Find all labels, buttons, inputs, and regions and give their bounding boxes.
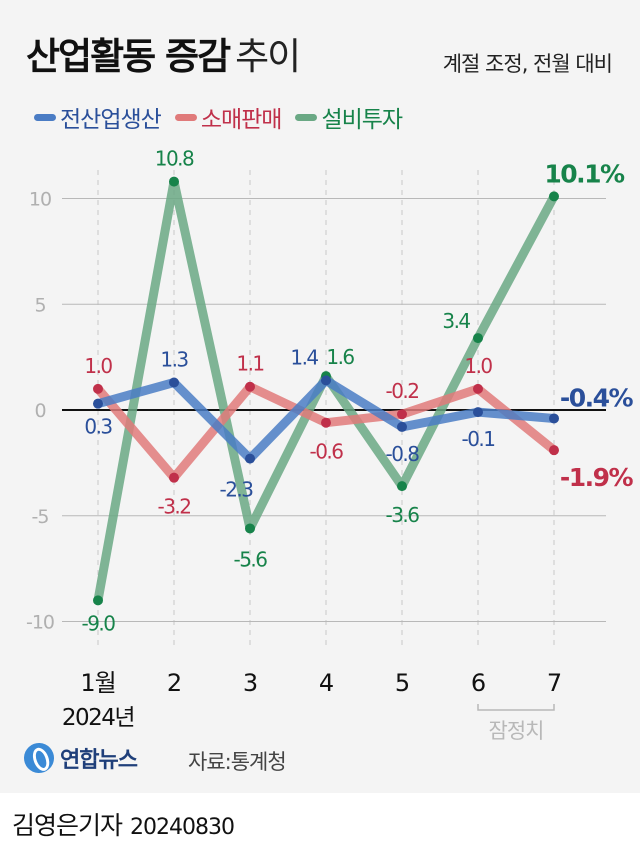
data-point	[169, 472, 179, 483]
data-label: -0.4%	[560, 383, 634, 412]
data-point	[321, 417, 331, 428]
reporter-name: 김영은기자	[12, 811, 123, 840]
y-tick-label: 0	[34, 400, 45, 422]
data-point	[245, 453, 255, 464]
legend-item-production: 전산업생산	[34, 100, 162, 134]
x-tick-label: 2	[167, 669, 181, 697]
data-label: -0.6	[309, 440, 343, 464]
title-light: 추이	[235, 35, 301, 78]
yonhap-logo: 연합뉴스	[19, 738, 138, 778]
byline: 김영은기자 20240830	[12, 806, 235, 842]
data-label: -5.6	[233, 547, 267, 571]
y-tick-label: 10	[29, 189, 51, 211]
legend-label: 설비투자	[321, 107, 403, 133]
data-point	[397, 421, 407, 432]
legend-item-investment: 설비투자	[295, 100, 403, 134]
data-point	[245, 381, 255, 392]
y-tick-label: -10	[26, 612, 54, 634]
year-label: 2024년	[62, 705, 134, 731]
legend-swatch-investment	[295, 113, 318, 121]
provisional-label: 잠정치	[489, 719, 544, 743]
data-label: 10.8	[155, 147, 194, 171]
x-tick-label: 4	[319, 669, 333, 697]
data-label: -0.8	[385, 442, 419, 466]
provisional-bracket	[477, 704, 555, 711]
legend: 전산업생산 소매판매 설비투자	[34, 100, 403, 134]
data-point	[245, 523, 255, 534]
x-tick-label: 6	[471, 669, 485, 697]
legend-label: 소매판매	[200, 107, 283, 133]
x-tick-label: 7	[547, 669, 561, 697]
data-label: 1.0	[464, 354, 492, 378]
data-label: 0.3	[84, 415, 112, 439]
data-label: 3.4	[442, 309, 470, 333]
x-tick-label: 1월	[80, 669, 115, 697]
data-point	[397, 481, 407, 492]
data-point	[321, 375, 331, 386]
data-label: 1.6	[326, 345, 354, 369]
source-text: 자료:통계청	[188, 750, 287, 774]
data-point	[549, 445, 559, 456]
data-label: 1.4	[290, 345, 318, 369]
legend-swatch-retail	[174, 113, 197, 121]
data-point	[93, 398, 103, 409]
data-point	[473, 333, 483, 344]
y-tick-label: -5	[32, 506, 49, 528]
legend-label: 전산업생산	[60, 107, 162, 133]
chart-subtitle: 계절 조정, 전월 대비	[442, 52, 613, 76]
data-point	[397, 409, 407, 420]
data-label: -0.2	[385, 379, 418, 403]
y-tick-label: 5	[34, 294, 45, 316]
data-point	[473, 383, 483, 394]
data-point	[549, 191, 559, 202]
line-chart: -10 -5 0 5 10 0.3 1.3 -2.3 1.4 -0.8 -0.1 -0.4% 1.0 -3…	[26, 147, 635, 743]
data-point	[93, 595, 103, 606]
data-label: -3.6	[385, 503, 419, 527]
title-bold: 산업활동 증감	[26, 35, 231, 78]
data-label: 10.1%	[544, 159, 625, 188]
data-label: 1.1	[236, 352, 263, 376]
logo-text: 연합뉴스	[60, 748, 138, 773]
legend-swatch-production	[34, 113, 56, 121]
data-label: -3.2	[157, 495, 190, 519]
data-point	[169, 176, 179, 187]
data-label: 1.0	[84, 354, 112, 378]
data-label: -9.0	[81, 611, 115, 635]
data-point	[169, 377, 179, 388]
data-point	[93, 383, 103, 394]
logo-icon	[19, 738, 59, 778]
legend-item-retail: 소매판매	[174, 100, 283, 134]
data-label: -0.1	[461, 427, 494, 451]
x-tick-label: 3	[243, 669, 257, 697]
data-label: 1.3	[160, 348, 188, 372]
data-label: -1.9%	[560, 463, 634, 492]
data-label: -2.3	[219, 478, 253, 502]
publish-date: 20240830	[130, 815, 235, 840]
data-point	[473, 407, 483, 418]
chart-title: 산업활동 증감 추이	[26, 26, 301, 80]
x-tick-label: 5	[395, 669, 409, 697]
data-point	[549, 413, 559, 424]
